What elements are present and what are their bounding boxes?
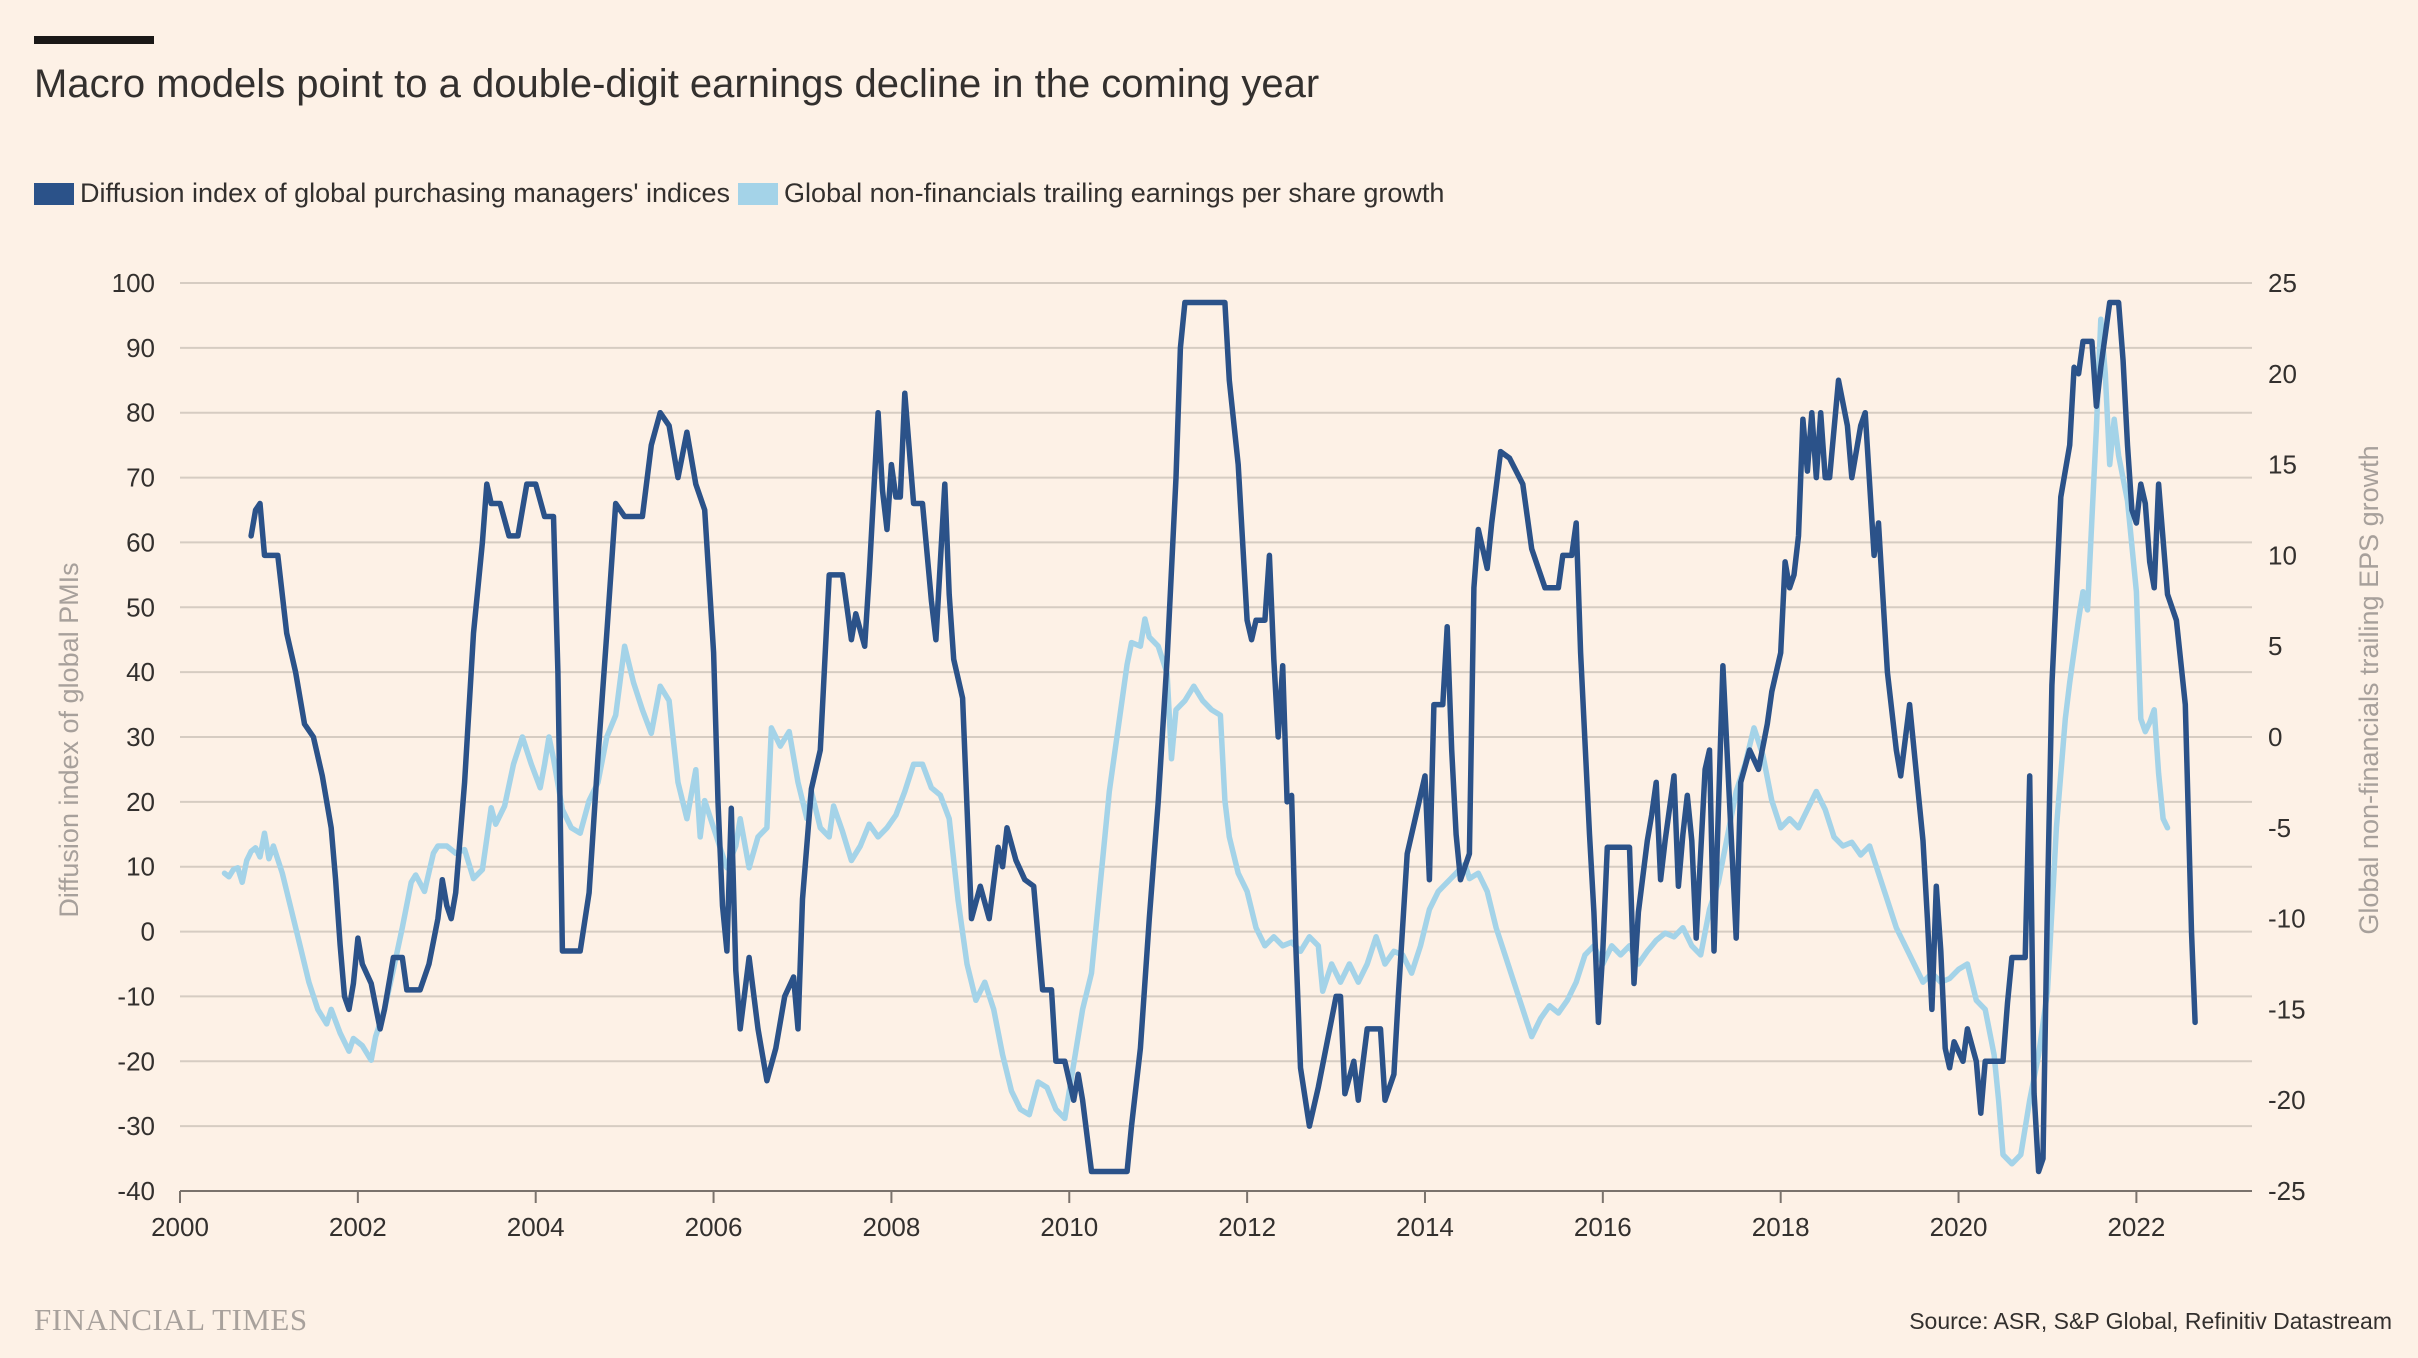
y-left-tick-label: 60 — [126, 527, 155, 557]
y-left-tick-label: -30 — [117, 1111, 155, 1141]
y-right-tick-label: 0 — [2268, 722, 2282, 752]
legend-label-eps: Global non-financials trailing earnings … — [784, 178, 1445, 208]
y-right-tick-label: 20 — [2268, 359, 2297, 389]
chart-title: Macro models point to a double-digit ear… — [34, 62, 1320, 106]
x-tick-label: 2014 — [1396, 1212, 1454, 1242]
y-left-tick-label: 0 — [141, 917, 155, 947]
x-tick-label: 2008 — [862, 1212, 920, 1242]
x-tick-label: 2010 — [1040, 1212, 1098, 1242]
y-left-tick-label: 40 — [126, 657, 155, 687]
y-right-tick-label: -20 — [2268, 1085, 2306, 1115]
y-left-tick-label: 50 — [126, 592, 155, 622]
ft-brand-logo: FINANCIAL TIMES — [34, 1302, 308, 1337]
y-left-tick-label: -10 — [117, 981, 155, 1011]
y-right-tick-label: -25 — [2268, 1176, 2306, 1206]
legend-swatch-eps — [738, 182, 779, 205]
legend-item-pmi: Diffusion index of global purchasing man… — [34, 178, 730, 209]
y-left-tick-label: -40 — [117, 1176, 155, 1206]
y-right-tick-label: -10 — [2268, 904, 2306, 934]
y-axis-left-title: Diffusion index of global PMIs — [54, 562, 84, 917]
y-right-tick-label: -15 — [2268, 994, 2306, 1024]
y-right-tick-label: -5 — [2268, 813, 2291, 843]
legend-item-eps: Global non-financials trailing earnings … — [738, 178, 1444, 209]
eps-growth-line — [221, 316, 2171, 1167]
y-right-tick-label: 10 — [2268, 540, 2297, 570]
y-left-tick-label: -20 — [117, 1046, 155, 1076]
legend-label-pmi: Diffusion index of global purchasing man… — [80, 178, 731, 208]
y-left-tick-label: 10 — [126, 852, 155, 882]
x-tick-label: 2002 — [329, 1212, 387, 1242]
x-tick-label: 2006 — [685, 1212, 743, 1242]
x-tick-label: 2000 — [151, 1212, 209, 1242]
y-left-tick-label: 80 — [126, 398, 155, 428]
legend-swatch-pmi — [34, 182, 74, 205]
x-tick-label: 2016 — [1574, 1212, 1632, 1242]
y-right-tick-label: 15 — [2268, 450, 2297, 480]
y-right-tick-label: 5 — [2268, 631, 2282, 661]
y-axis-right-ticks: 25 20 15 10 5 0 -5 -10 -15 -20 -25 — [2268, 268, 2306, 1206]
y-axis-right-title: Global non-financials trailing EPS growt… — [2354, 445, 2384, 934]
x-tick-label: 2020 — [1930, 1212, 1988, 1242]
title-accent-bar — [34, 36, 154, 44]
pmi-diffusion-line — [248, 299, 2198, 1175]
gridlines — [180, 282, 2252, 1192]
legend: Diffusion index of global purchasing man… — [34, 178, 1452, 209]
y-left-tick-label: 20 — [126, 787, 155, 817]
x-tick-label: 2012 — [1218, 1212, 1276, 1242]
x-axis: 2000 2002 2004 2006 2008 2010 2012 2014 2016 2018… — [151, 1190, 2252, 1242]
x-tick-label: 2004 — [507, 1212, 565, 1242]
x-tick-label: 2022 — [2107, 1212, 2165, 1242]
y-left-tick-label: 70 — [126, 463, 155, 493]
y-left-tick-label: 90 — [126, 333, 155, 363]
x-tick-label: 2018 — [1752, 1212, 1810, 1242]
series-lines — [221, 299, 2198, 1175]
y-left-tick-label: 100 — [112, 268, 155, 298]
y-left-tick-label: 30 — [126, 722, 155, 752]
source-note: Source: ASR, S&P Global, Refinitiv Datas… — [1909, 1308, 2392, 1334]
y-right-tick-label: 25 — [2268, 268, 2297, 298]
